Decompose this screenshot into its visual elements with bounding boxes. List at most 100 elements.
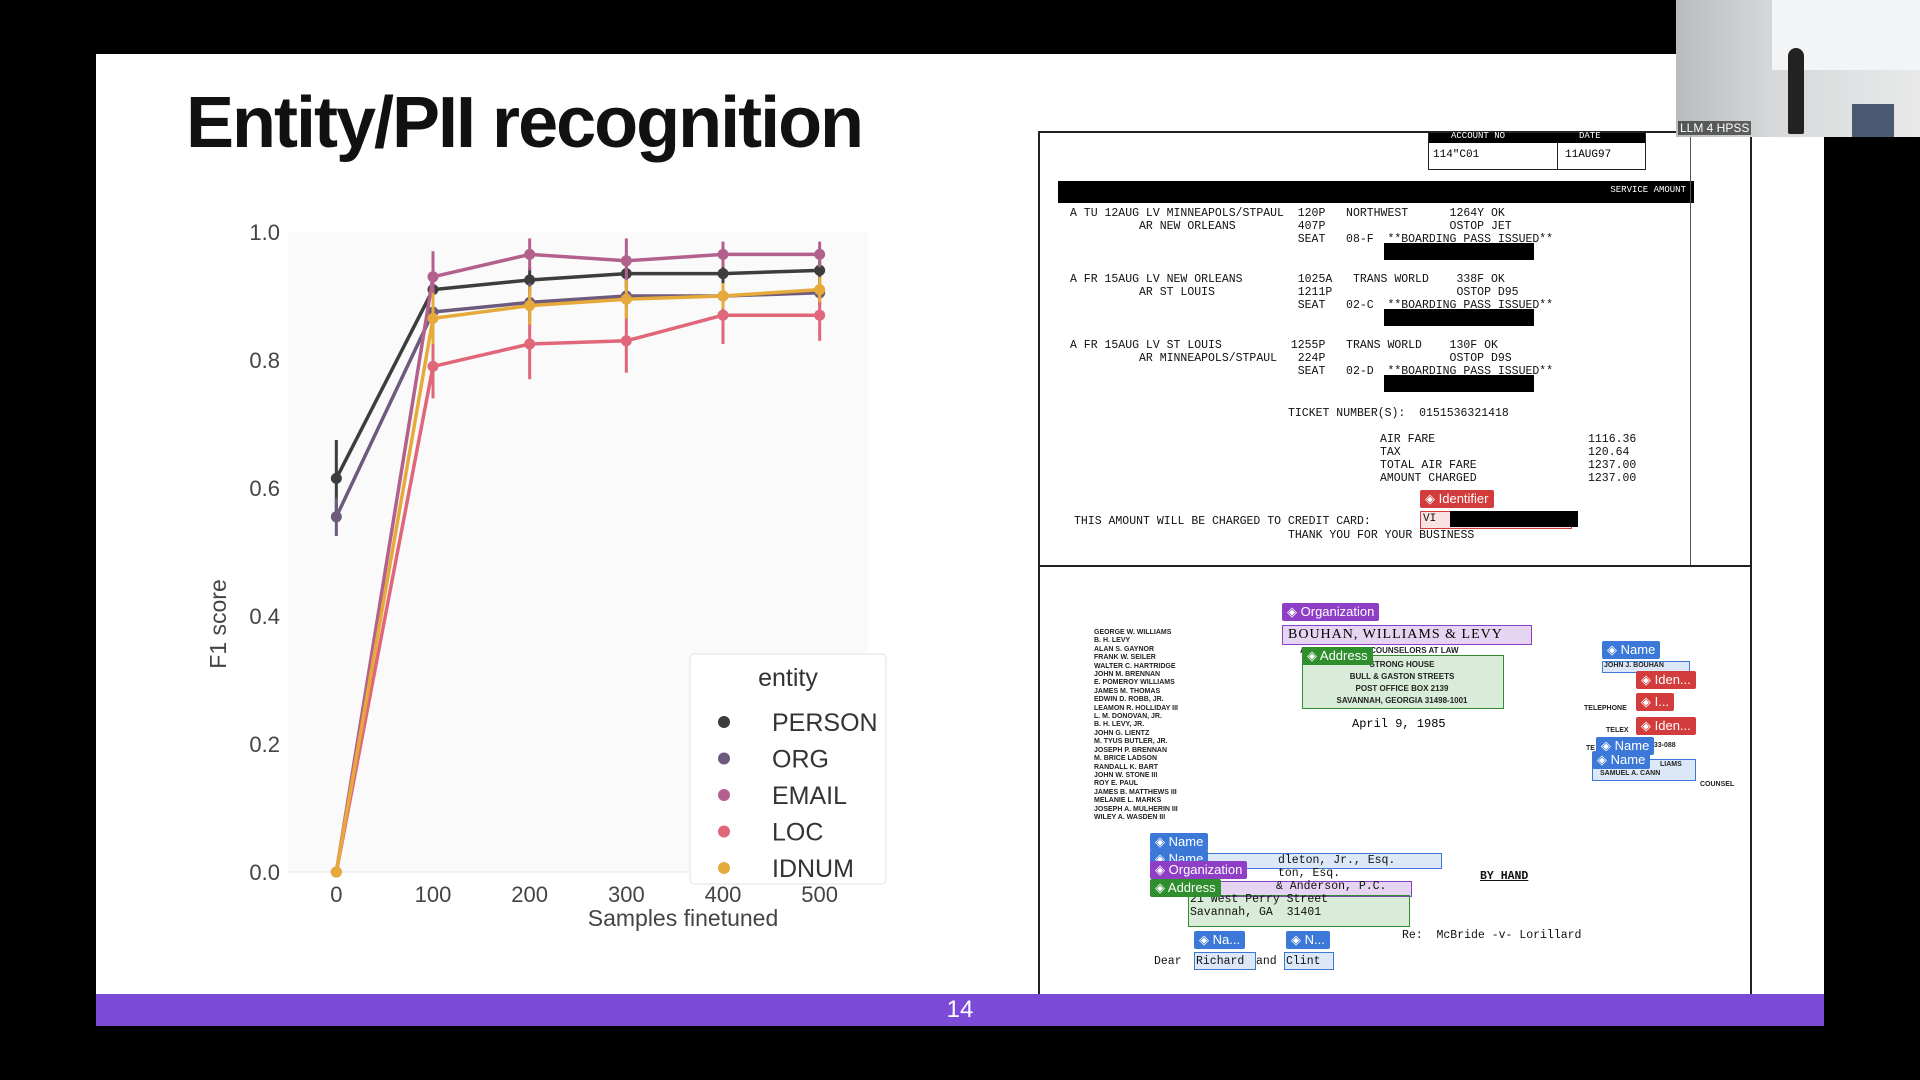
series-line [334, 252, 820, 873]
data-point [620, 335, 632, 347]
itinerary-line: AR NEW ORLEANS 407P OSTOP JET [1070, 220, 1512, 233]
re-line: Re: McBride -v- Lorillard [1402, 929, 1582, 942]
firm-name: BOUHAN, WILLIAMS & LEVY [1288, 627, 1503, 642]
identifier-tag-right-3: ◈ Iden... [1636, 717, 1696, 735]
organization-tag-recipient: ◈ Organization [1150, 861, 1248, 879]
firm-name-highlight [1282, 625, 1532, 645]
slide-title: Entity/PII recognition [186, 83, 864, 163]
data-point [814, 264, 826, 276]
tag-icon: ◈ [1155, 862, 1165, 877]
webcam-video: LLM 4 HPSS [1676, 0, 1920, 137]
tag-icon: ◈ [1155, 851, 1165, 866]
chart-series [330, 238, 826, 878]
data-point [330, 866, 342, 878]
data-point [524, 274, 536, 286]
service-amount-label: SERVICE AMOUNT [1610, 185, 1686, 195]
y-tick-label: 0.6 [249, 476, 280, 501]
dear-name-2-highlight [1284, 952, 1334, 970]
legend-title: entity [758, 664, 818, 692]
tag-icon: ◈ [1155, 880, 1165, 895]
podium [1852, 104, 1894, 137]
tag-icon: ◈ [1291, 932, 1301, 947]
series-email [330, 238, 826, 878]
webcam-label: LLM 4 HPSS [1678, 121, 1752, 135]
data-point [330, 472, 342, 484]
counsel-label: COUNSEL [1700, 781, 1735, 788]
card-prefix: VI [1423, 513, 1437, 525]
data-point [717, 248, 729, 260]
data-point [814, 284, 826, 296]
fare-label: TAX [1380, 446, 1401, 459]
legend-label: EMAIL [772, 782, 847, 810]
recipient-line: 21 West Perry Street [1190, 893, 1329, 906]
redaction-1 [1384, 243, 1534, 260]
dear-name-2: Clint [1286, 955, 1321, 968]
data-point [524, 248, 536, 260]
itinerary-line: AR MINNEAPOLS/STPAUL 224P OSTOP D9S [1070, 352, 1512, 365]
footer-bar: 14 [96, 994, 1824, 1026]
chart-legend: entity PERSON ORG EMAIL LOC IDNUM [689, 653, 887, 885]
tag-icon: ◈ [1199, 932, 1209, 947]
tag-icon: ◈ [1607, 642, 1617, 657]
redaction-3 [1384, 375, 1534, 392]
partner-list: GEORGE W. WILLIAMS B. H. LEVY ALAN S. GA… [1094, 629, 1179, 821]
x-tick-label: 100 [415, 882, 452, 907]
fare-value: 120.64 [1588, 446, 1630, 459]
name-tag-right-3: ◈ Name [1592, 751, 1651, 769]
te-label: TE [1586, 745, 1595, 752]
legend-label: ORG [772, 746, 829, 774]
letter-date: April 9, 1985 [1352, 717, 1446, 731]
x-axis-label: Samples finetuned [588, 905, 779, 931]
data-point [524, 300, 536, 312]
dear-name-1-highlight [1194, 952, 1256, 970]
data-point [717, 290, 729, 302]
y-axis-label: F1 score [205, 579, 231, 668]
redaction-2 [1384, 309, 1534, 326]
data-point [717, 309, 729, 321]
y-tick-label: 1.0 [249, 220, 280, 245]
fare-label: TOTAL AIR FARE [1380, 459, 1477, 472]
name-tag-dear-2: ◈ N... [1286, 931, 1330, 949]
x-tick-label: 200 [511, 882, 548, 907]
ticket-number: TICKET NUMBER(S): 0151536321418 [1288, 407, 1509, 420]
legend-box [689, 653, 887, 885]
identifier-tag: ◈ Identifier [1420, 490, 1494, 508]
receipt-date: 11AUG97 [1565, 149, 1612, 161]
account-no-label: ACCOUNT NO [1451, 131, 1506, 141]
x-tick-label: 0 [330, 882, 342, 907]
legend-marker [718, 716, 730, 728]
data-point [427, 271, 439, 283]
legend-marker [718, 752, 730, 765]
y-tick-label: 0.8 [249, 348, 280, 373]
dear-name-1: Richard [1196, 955, 1245, 968]
recipient-block: dleton, Jr., Esq. ton, Esq. & Anderson, P.… [1190, 854, 1395, 919]
itinerary-line: A FR 15AUG LV ST LOUIS 1255P TRANS WORLD… [1070, 339, 1498, 352]
name-tag-right-2: ◈ Name [1596, 737, 1655, 755]
tag-icon: ◈ [1155, 834, 1165, 849]
y-tick-label: 0.4 [249, 604, 280, 629]
fare-value: 1237.00 [1588, 472, 1637, 485]
series-idnum [330, 276, 826, 878]
slide: Entity/PII recognition 0 100 200 300 400 500 … [96, 54, 1824, 1026]
legend-label: PERSON [772, 709, 878, 737]
liams-label: LIAMS [1660, 761, 1682, 768]
card-redaction [1450, 511, 1578, 527]
data-point [330, 511, 342, 523]
tag-icon: ◈ [1641, 672, 1651, 687]
receipt-header-box: ACCOUNT NO DATE 114"C01 11AUG97 [1428, 131, 1646, 170]
tag-icon: ◈ [1425, 491, 1435, 506]
right-label-1: JOHN J. BOUHAN [1604, 662, 1664, 669]
x-tick-label: 500 [801, 882, 838, 907]
telex-label: TELEX [1606, 727, 1629, 734]
itinerary-line: A TU 12AUG LV MINNEAPOLS/STPAUL 120P NOR… [1070, 207, 1505, 220]
phone-suffix: 233-088 [1650, 742, 1676, 749]
recipient-line: & Anderson, P.C. [1276, 880, 1387, 893]
receipt-document: ACCOUNT NO DATE 114"C01 11AUG97 SERVICE … [1038, 131, 1752, 567]
recipient-line: dleton, Jr., Esq. [1278, 854, 1396, 867]
thanks-line: THANK YOU FOR YOUR BUSINESS [1288, 529, 1475, 542]
address-tag-recipient: ◈ Address [1150, 879, 1221, 897]
tag-icon: ◈ [1641, 718, 1651, 733]
date-label: DATE [1579, 131, 1601, 141]
itinerary-line: SEAT 08-F **BOARDING PASS ISSUED** [1070, 233, 1554, 246]
data-point [620, 255, 632, 267]
